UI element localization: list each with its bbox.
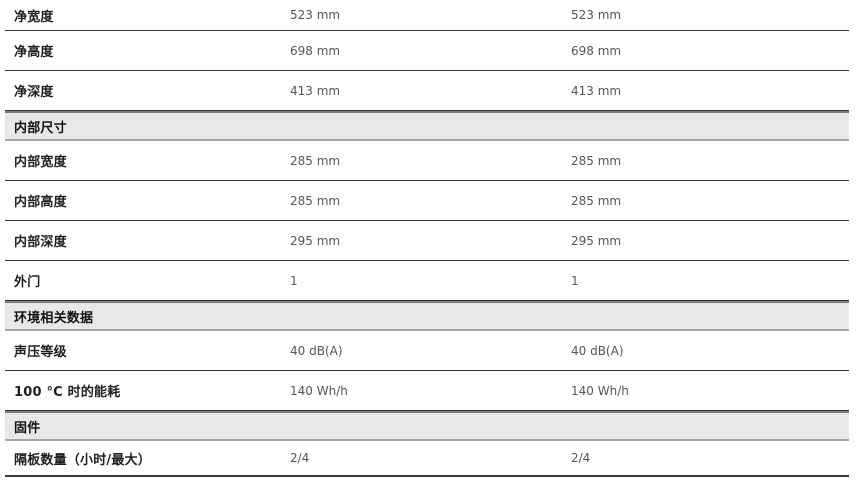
spec-row: 净高度 698 mm 698 mm	[5, 31, 849, 71]
section-title: 固件	[14, 420, 41, 436]
spec-value-col1: 2/4	[290, 451, 310, 465]
spec-value-col1: 40 dB(A)	[290, 343, 343, 358]
spec-label: 100 °C 时的能耗	[14, 385, 121, 400]
spec-value-col1: 698 mm	[290, 43, 341, 58]
spec-value-col2: 1	[571, 273, 579, 288]
spec-row: 内部宽度 285 mm 285 mm	[5, 141, 849, 181]
spec-value-col2: 295 mm	[571, 233, 622, 248]
spec-label: 声压等级	[14, 345, 67, 360]
spec-label: 外门	[14, 275, 41, 290]
spec-label: 净高度	[14, 45, 54, 60]
spec-value-col2: 40 dB(A)	[571, 343, 624, 358]
spec-value-col1: 285 mm	[290, 193, 341, 208]
spec-label: 内部高度	[14, 195, 67, 210]
spec-row: 外门 1 1	[5, 261, 849, 301]
spec-value-col2: 2/4	[571, 451, 591, 465]
spec-row: 净深度 413 mm 413 mm	[5, 71, 849, 111]
spec-row: 100 °C 时的能耗 140 Wh/h 140 Wh/h	[5, 371, 849, 411]
spec-value-col2: 698 mm	[571, 43, 622, 58]
spec-value-col1: 295 mm	[290, 233, 341, 248]
spec-value-col2: 285 mm	[571, 193, 622, 208]
spec-value-col2: 140 Wh/h	[571, 383, 629, 398]
spec-value-col1: 140 Wh/h	[290, 383, 348, 398]
spec-value-col2: 523 mm	[571, 8, 622, 22]
spec-value-col1: 1	[290, 273, 298, 288]
spec-label: 内部深度	[14, 235, 67, 250]
spec-value-col1: 285 mm	[290, 153, 341, 168]
spec-row: 内部深度 295 mm 295 mm	[5, 221, 849, 261]
spec-value-col1: 523 mm	[290, 8, 341, 22]
spec-row: 净宽度 523 mm 523 mm	[5, 0, 849, 31]
specification-table: 净宽度 523 mm 523 mm 净高度 698 mm 698 mm 净深度 413 mm 4…	[5, 0, 849, 477]
spec-label: 内部宽度	[14, 155, 67, 170]
spec-label: 净深度	[14, 85, 54, 100]
spec-value-col1: 413 mm	[290, 83, 341, 98]
spec-row: 内部高度 285 mm 285 mm	[5, 181, 849, 221]
spec-row: 声压等级 40 dB(A) 40 dB(A)	[5, 331, 849, 371]
section-header-row: 环境相关数据	[5, 301, 849, 331]
section-header-row: 内部尺寸	[5, 111, 849, 141]
spec-label: 净宽度	[14, 9, 54, 25]
section-title: 环境相关数据	[14, 310, 94, 326]
section-header-row: 固件	[5, 411, 849, 441]
spec-label: 隔板数量（小时/最大）	[14, 452, 151, 468]
section-title: 内部尺寸	[14, 120, 67, 136]
spec-value-col2: 413 mm	[571, 83, 622, 98]
spec-row: 隔板数量（小时/最大） 2/4 2/4	[5, 441, 849, 477]
spec-value-col2: 285 mm	[571, 153, 622, 168]
